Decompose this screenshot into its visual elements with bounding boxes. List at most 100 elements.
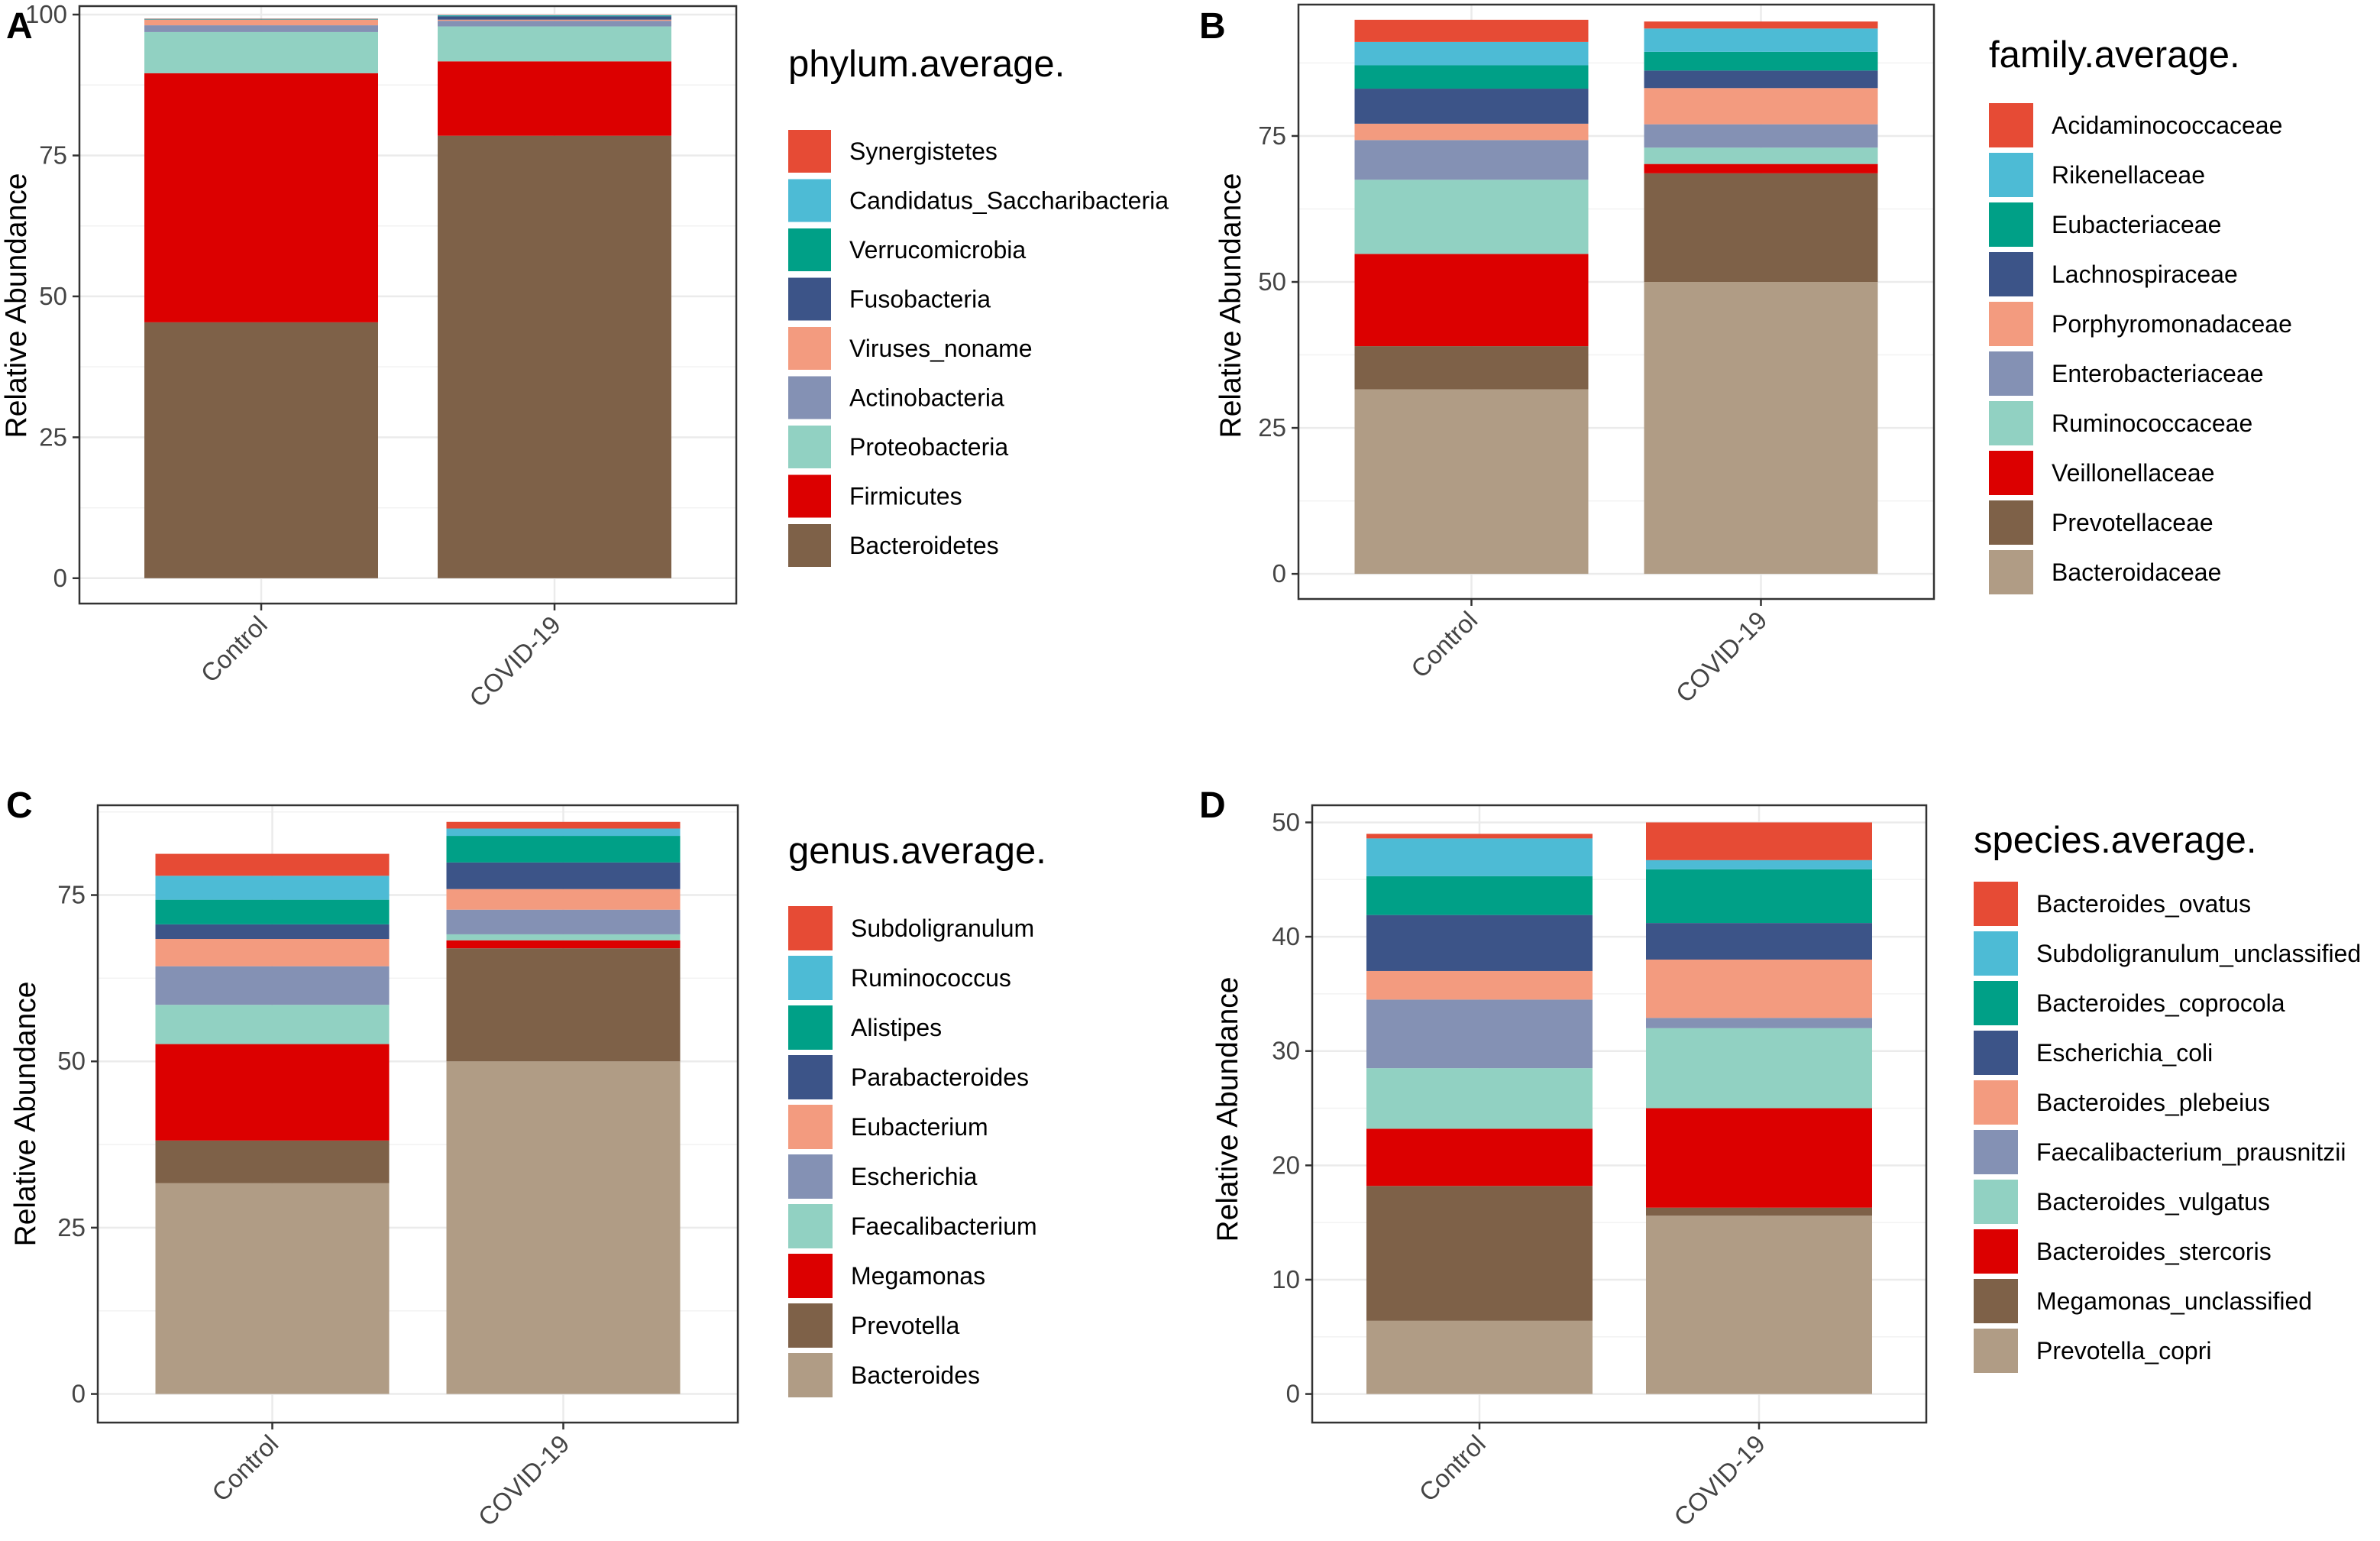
legend-key-bacteroidaceae xyxy=(1989,550,2033,594)
bar-segment-ruminococcus-covid-19 xyxy=(446,828,681,837)
legend-key-prevotella-copri xyxy=(1974,1329,2018,1373)
legend-label-verrucomicrobia: Verrucomicrobia xyxy=(849,236,1026,264)
legend-label-faecalibacterium: Faecalibacterium xyxy=(851,1212,1037,1240)
bar-segment-escherichia-control xyxy=(155,966,390,1005)
legend-label-bacteroides-coprocola: Bacteroides_coprocola xyxy=(2036,989,2285,1017)
bar-segment-parabacteroides-covid-19 xyxy=(446,862,681,889)
legend-key-escherichia-coli xyxy=(1974,1031,2018,1075)
panel-border xyxy=(78,5,738,605)
y-tick-label: 25 xyxy=(39,422,67,451)
legend-label-fusobacteria: Fusobacteria xyxy=(849,286,991,313)
legend-label-bacteroidetes: Bacteroidetes xyxy=(849,532,999,559)
legend-key-porphyromonadaceae xyxy=(1989,302,2033,346)
bar-segment-subdoligranulum-covid-19 xyxy=(446,821,681,829)
bar-segment-acidaminococcaceae-covid-19 xyxy=(1644,21,1878,29)
legend-label-synergistetes: Synergistetes xyxy=(849,138,998,165)
bar-segment-prevotella-control xyxy=(155,1140,390,1183)
bar-segment-bacteroides-ovatus-control xyxy=(1366,834,1593,839)
bar-segment-bacteroidetes-covid-19 xyxy=(438,135,671,578)
panel-label: C xyxy=(6,785,33,826)
bar-segment-firmicutes-covid-19 xyxy=(438,61,671,136)
bar-segment-faecalibacterium-prausnitzii-covid-19 xyxy=(1646,1018,1872,1028)
legend-label-bacteroides: Bacteroides xyxy=(851,1361,980,1389)
bar-segment-proteobacteria-control xyxy=(144,31,378,73)
y-axis-label: Relative Abundance xyxy=(0,173,33,439)
y-tick-label: 100 xyxy=(25,0,67,28)
legend-key-subdoligranulum-unclassified xyxy=(1974,931,2018,976)
y-tick-label: 30 xyxy=(1272,1037,1300,1065)
legend-key-synergistetes xyxy=(788,130,831,173)
bar-segment-proteobacteria-covid-19 xyxy=(438,26,671,62)
legend-key-veillonellaceae xyxy=(1989,451,2033,495)
bar-segment-eubacterium-covid-19 xyxy=(446,889,681,910)
y-tick-label: 50 xyxy=(1272,808,1300,836)
bar-segment-lachnospiraceae-covid-19 xyxy=(1644,70,1878,89)
bar-segment-bacteroides-plebeius-covid-19 xyxy=(1646,960,1872,1018)
legend-key-prevotellaceae xyxy=(1989,500,2033,545)
legend: phylum.average. Synergistetes Candidatus_S… xyxy=(788,44,1169,567)
y-tick-label: 50 xyxy=(1258,267,1286,296)
bar-segment-bacteroidaceae-covid-19 xyxy=(1644,282,1878,575)
bar-segment-lachnospiraceae-control xyxy=(1354,89,1589,124)
bar-segment-veillonellaceae-covid-19 xyxy=(1644,163,1878,173)
bar-segment-subdoligranulum-control xyxy=(155,853,390,876)
legend: family.average. Acidaminococcaceae Rikenel… xyxy=(1989,34,2292,594)
y-tick-label: 75 xyxy=(57,881,86,909)
legend-label-rikenellaceae: Rikenellaceae xyxy=(2052,161,2205,189)
bar-segment-escherichia-covid-19 xyxy=(446,909,681,934)
legend-label-bacteroides-plebeius: Bacteroides_plebeius xyxy=(2036,1089,2270,1116)
bar-segment-viruses-noname-covid-19 xyxy=(438,19,671,21)
bar-segment-alistipes-control xyxy=(155,899,390,924)
legend-label-eubacterium: Eubacterium xyxy=(851,1113,988,1141)
legend-key-subdoligranulum xyxy=(788,906,833,950)
bar-segment-subdoligranulum-unclassified-covid-19 xyxy=(1646,860,1872,869)
panel-border xyxy=(1297,3,1935,601)
legend-label-bacteroides-ovatus: Bacteroides_ovatus xyxy=(2036,890,2251,918)
legend-key-bacteroides-vulgatus xyxy=(1974,1180,2018,1224)
bar-segment-porphyromonadaceae-covid-19 xyxy=(1644,88,1878,125)
y-tick-label: 10 xyxy=(1272,1265,1300,1293)
legend-key-ruminococcaceae xyxy=(1989,401,2033,445)
legend-key-ruminococcus xyxy=(788,956,833,1000)
panel-label: A xyxy=(6,6,33,47)
y-tick-label: 0 xyxy=(72,1380,86,1408)
bar-segment-verrucomicrobia-covid-19 xyxy=(438,15,671,17)
y-tick-label: 40 xyxy=(1272,922,1300,950)
legend-key-firmicutes xyxy=(788,474,831,518)
legend: species.average. Bacteroides_ovatus Subdol… xyxy=(1974,820,2361,1373)
legend-key-actinobacteria xyxy=(788,376,831,419)
y-tick-label: 20 xyxy=(1272,1151,1300,1179)
bar-segment-actinobacteria-covid-19 xyxy=(438,21,671,27)
bar-segment-viruses-noname-control xyxy=(144,19,378,26)
bar-segment-faecalibacterium-prausnitzii-control xyxy=(1366,999,1593,1069)
bar-segment-candidatus-saccharibacteria-covid-19 xyxy=(438,15,671,16)
bar-segment-eubacterium-control xyxy=(155,939,390,966)
bar-segment-enterobacteriaceae-covid-19 xyxy=(1644,124,1878,148)
legend-key-faecalibacterium xyxy=(788,1204,833,1248)
bar-segment-ruminococcus-control xyxy=(155,876,390,900)
bar-segment-bacteroides-stercoris-covid-19 xyxy=(1646,1108,1872,1208)
legend-label-bacteroides-vulgatus: Bacteroides_vulgatus xyxy=(2036,1188,2270,1216)
legend-label-parabacteroides: Parabacteroides xyxy=(851,1063,1029,1091)
bar-segment-prevotella-covid-19 xyxy=(446,948,681,1062)
bar-segment-eubacteriaceae-covid-19 xyxy=(1644,51,1878,71)
bar-segment-eubacteriaceae-control xyxy=(1354,65,1589,89)
legend-label-acidaminococcaceae: Acidaminococcaceae xyxy=(2052,112,2282,139)
bar-segment-bacteroides-control xyxy=(155,1183,390,1394)
legend-key-viruses-noname xyxy=(788,327,831,370)
bar-segment-fusobacteria-covid-19 xyxy=(438,16,671,20)
panel-border xyxy=(96,804,739,1424)
legend-key-prevotella xyxy=(788,1303,833,1348)
legend-key-rikenellaceae xyxy=(1989,153,2033,197)
bar-segment-bacteroides-coprocola-control xyxy=(1366,876,1593,915)
bar-segment-prevotellaceae-control xyxy=(1354,346,1589,390)
bar-segment-acidaminococcaceae-control xyxy=(1354,19,1589,42)
y-tick-label: 25 xyxy=(57,1213,86,1242)
legend-label-ruminococcaceae: Ruminococcaceae xyxy=(2052,410,2252,437)
bar-segment-megamonas-covid-19 xyxy=(446,940,681,949)
legend-key-escherichia xyxy=(788,1154,833,1199)
bar-segment-ruminococcaceae-covid-19 xyxy=(1644,147,1878,164)
